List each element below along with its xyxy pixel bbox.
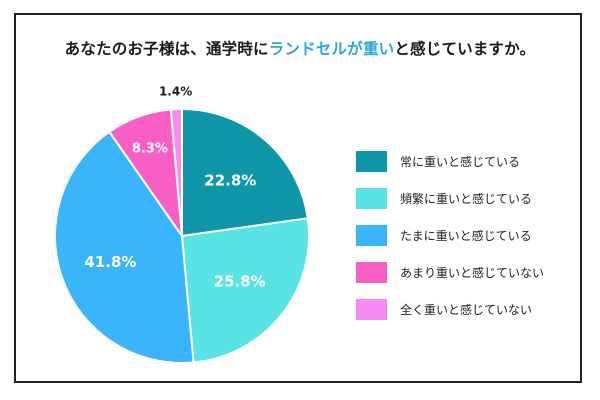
- legend-item: 頻繁に重いと感じている: [356, 187, 532, 209]
- legend-swatch: [356, 150, 387, 172]
- legend-swatch: [356, 224, 387, 246]
- slice-data-label: 41.8%: [84, 253, 136, 271]
- chart-title: あなたのお子様は、通学時にランドセルが重いと感じていますか。: [16, 37, 584, 59]
- legend-label: 頻繁に重いと感じている: [400, 191, 533, 206]
- legend-item: 全く重いと感じていない: [356, 298, 532, 320]
- slice-data-label: 8.3%: [132, 142, 168, 157]
- legend-item: 常に重いと感じている: [356, 150, 520, 172]
- legend-swatch: [356, 298, 387, 320]
- legend-swatch: [356, 187, 387, 209]
- title-highlight: ランドセルが重い: [268, 40, 395, 58]
- legend-item: あまり重いと感じていない: [356, 261, 544, 283]
- pie-slice: [180, 217, 310, 364]
- chart-frame: あなたのお子様は、通学時にランドセルが重いと感じていますか。 22.8% 25.8…: [14, 13, 582, 383]
- legend-label: たまに重いと感じている: [400, 228, 532, 243]
- pie-slice: [181, 107, 309, 238]
- slice-data-label: 25.8%: [214, 273, 266, 291]
- title-part-1: あなたのお子様は、通学時に: [64, 40, 269, 58]
- legend-label: 全く重いと感じていない: [400, 302, 533, 317]
- pie-slice: [54, 130, 195, 364]
- legend-swatch: [356, 261, 387, 283]
- legend-label: 常に重いと感じている: [400, 154, 521, 169]
- pie-slice: [169, 107, 183, 237]
- legend-label: あまり重いと感じていない: [400, 265, 545, 280]
- legend-item: たまに重いと感じている: [356, 224, 532, 246]
- slice-data-label: 22.8%: [204, 171, 256, 189]
- title-part-2: と感じていますか。: [394, 40, 536, 58]
- pie-chart: 22.8% 25.8% 41.8% 8.3% 1.4%: [54, 84, 310, 364]
- slice-data-label: 1.4%: [159, 84, 192, 98]
